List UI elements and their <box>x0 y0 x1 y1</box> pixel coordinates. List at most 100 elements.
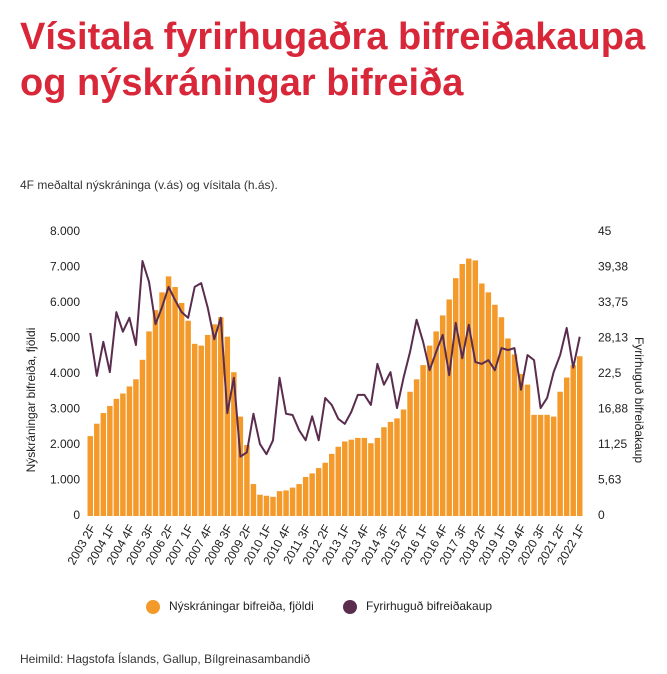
bar <box>126 386 133 516</box>
y-tick-label: 8.000 <box>50 224 80 238</box>
y-tick-label: 5.000 <box>50 331 80 345</box>
chart-subtitle: 4F meðaltal nýskráninga (v.ás) og vísita… <box>20 178 278 192</box>
bar <box>544 414 550 516</box>
bar <box>387 421 394 516</box>
y2-tick-label: 28,13 <box>598 331 628 345</box>
bar <box>472 260 479 516</box>
bar <box>426 345 433 516</box>
bar <box>139 359 146 516</box>
bar <box>309 473 315 516</box>
bar <box>498 317 505 516</box>
bar <box>94 423 100 516</box>
bar <box>439 315 446 516</box>
bar <box>159 292 165 516</box>
y-tick-label: 6.000 <box>50 295 80 309</box>
chart-title: Vísitala fyrirhugaðra bifreiðakaupa og n… <box>20 16 646 104</box>
bar <box>550 416 557 516</box>
bar <box>576 356 583 516</box>
bar <box>198 345 204 516</box>
bar <box>400 409 407 516</box>
bar <box>302 476 309 516</box>
bar <box>381 427 387 516</box>
y2-axis-title: Fyrirhuguð bifreiðakaup <box>632 337 646 463</box>
bar <box>113 398 120 516</box>
bar <box>120 393 126 516</box>
bar <box>557 391 563 516</box>
y-tick-label: 7.000 <box>50 260 80 274</box>
y2-tick-label: 0 <box>598 508 605 522</box>
bar <box>289 487 296 516</box>
bar <box>342 441 348 516</box>
bar <box>133 379 139 516</box>
bar <box>452 278 459 516</box>
bar <box>459 263 466 516</box>
chart: Nýskráningar bifreiða, fjöldi Fyrirhuguð… <box>24 224 646 614</box>
bar <box>328 453 335 516</box>
y2-tick-label: 45 <box>598 224 612 238</box>
bar <box>368 443 374 516</box>
bar <box>524 384 531 516</box>
bar <box>485 292 492 516</box>
bar <box>511 354 518 516</box>
bar <box>250 484 257 516</box>
bar <box>185 320 191 516</box>
bar <box>563 377 570 516</box>
bar <box>355 437 361 516</box>
bar <box>244 445 250 516</box>
bar <box>518 374 524 516</box>
y2-tick-label: 5,63 <box>598 473 622 487</box>
bar <box>537 414 544 516</box>
y-tick-label: 2.000 <box>50 437 80 451</box>
line <box>89 260 581 458</box>
bar <box>420 365 426 516</box>
bar <box>466 258 472 516</box>
bar <box>492 304 498 516</box>
y2-tick-label: 39,38 <box>598 260 628 274</box>
bar <box>263 495 270 516</box>
bar <box>270 496 276 516</box>
y-tick-label: 3.000 <box>50 402 80 416</box>
bar <box>218 317 224 516</box>
bar <box>315 468 322 516</box>
bar <box>446 299 452 516</box>
source-note: Heimild: Hagstofa Íslands, Gallup, Bílgr… <box>20 652 311 666</box>
y-tick-label: 4.000 <box>50 366 80 380</box>
bar <box>204 334 211 516</box>
legend-marker <box>146 600 160 614</box>
bar <box>100 413 107 516</box>
y2-tick-label: 16,88 <box>598 402 628 416</box>
legend-marker <box>343 600 357 614</box>
bar <box>276 491 283 516</box>
bar <box>146 331 152 516</box>
bar <box>407 391 413 516</box>
bar <box>433 331 439 516</box>
bar <box>152 310 159 516</box>
y2-tick-label: 22,5 <box>598 366 622 380</box>
y2-tick-label: 33,75 <box>598 295 628 309</box>
bar <box>394 418 400 516</box>
bar <box>335 446 342 516</box>
bar <box>348 439 355 516</box>
bar <box>224 336 231 516</box>
bar <box>570 365 576 516</box>
y-tick-label: 0 <box>73 508 80 522</box>
bar <box>413 379 420 516</box>
bar <box>374 437 381 516</box>
y-tick-label: 1.000 <box>50 473 80 487</box>
bar <box>87 436 94 516</box>
bar <box>531 414 537 516</box>
y2-tick-label: 11,25 <box>598 437 627 451</box>
bar <box>191 343 198 516</box>
bar <box>322 462 328 516</box>
bar <box>165 276 172 516</box>
bar <box>172 287 178 516</box>
bar <box>237 416 244 516</box>
bar <box>479 283 485 516</box>
bar <box>361 437 368 516</box>
bar <box>178 303 185 516</box>
bar <box>231 372 237 516</box>
legend-label: Nýskráningar bifreiða, fjöldi <box>169 599 314 613</box>
bar <box>296 484 302 516</box>
bar <box>257 494 263 516</box>
bar <box>211 324 218 516</box>
